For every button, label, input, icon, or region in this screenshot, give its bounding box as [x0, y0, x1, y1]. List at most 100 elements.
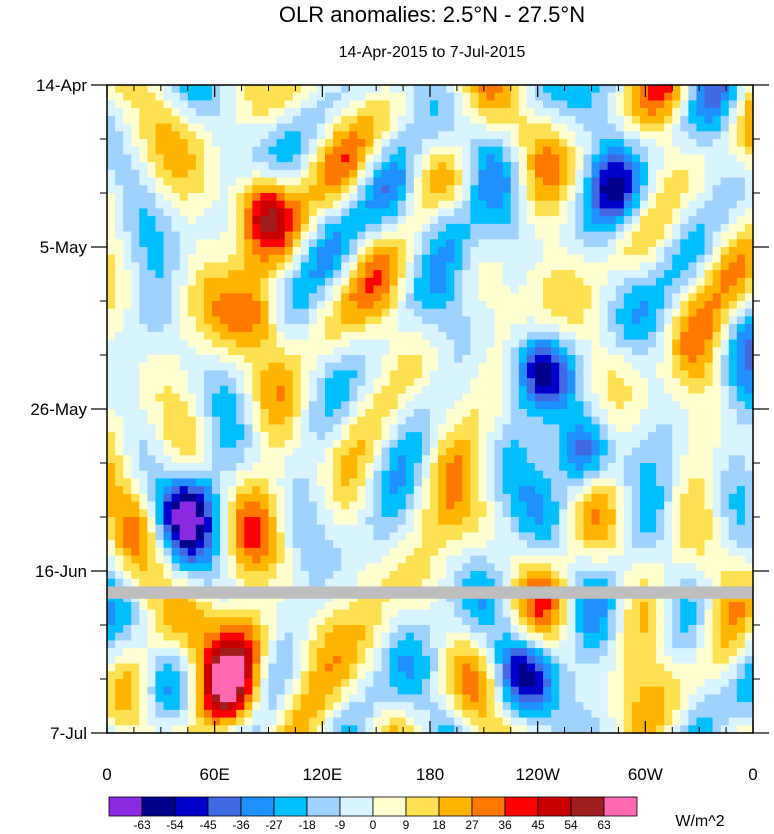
field-cell: [526, 123, 536, 132]
field-cell: [664, 432, 673, 441]
field-cell: [203, 270, 213, 279]
field-cell: [308, 509, 318, 518]
field-cell: [543, 324, 552, 333]
field-cell: [357, 247, 366, 256]
field-cell: [357, 293, 366, 302]
field-cell: [688, 478, 698, 487]
field-cell: [413, 216, 423, 225]
field-cell: [381, 185, 391, 194]
field-cell: [567, 324, 576, 333]
field-cell: [333, 139, 342, 148]
field-cell: [179, 123, 189, 132]
field-cell: [123, 239, 132, 248]
field-cell: [357, 239, 366, 248]
field-cell: [187, 339, 197, 348]
field-cell: [405, 254, 415, 264]
field-cell: [316, 370, 326, 379]
field-cell: [252, 362, 262, 372]
field-cell: [720, 146, 730, 156]
field-cell: [680, 85, 689, 94]
field-cell: [672, 470, 681, 480]
field-cell: [139, 324, 148, 333]
field-cell: [526, 401, 536, 410]
field-cell: [171, 154, 181, 163]
field-cell: [607, 324, 617, 333]
field-cell: [300, 316, 310, 325]
field-cell: [575, 208, 585, 217]
field-cell: [567, 517, 576, 526]
field-cell: [260, 432, 270, 441]
field-cell: [195, 285, 205, 294]
field-cell: [478, 547, 488, 557]
field-cell: [115, 239, 124, 248]
field-cell: [696, 393, 706, 402]
field-cell: [195, 162, 205, 171]
field-cell: [179, 339, 189, 348]
field-cell: [615, 85, 625, 94]
field-cell: [413, 239, 423, 248]
field-cell: [551, 139, 560, 148]
field-cell: [438, 447, 447, 456]
field-cell: [357, 301, 366, 310]
field-cell: [236, 493, 245, 503]
field-cell: [583, 200, 593, 210]
field-cell: [518, 115, 528, 125]
field-cell: [365, 216, 375, 225]
field-cell: [260, 347, 270, 356]
field-cell: [421, 92, 431, 102]
field-cell: [720, 139, 730, 148]
field-cell: [454, 493, 463, 503]
field-cell: [494, 231, 504, 240]
field-cell: [187, 555, 197, 564]
field-cell: [139, 131, 148, 140]
field-cell: [381, 370, 391, 379]
field-cell: [510, 455, 520, 464]
field-cell: [397, 185, 407, 194]
field-cell: [744, 85, 754, 94]
field-cell: [502, 455, 512, 464]
field-cell: [389, 470, 399, 480]
field-cell: [155, 185, 165, 194]
field-cell: [115, 463, 124, 472]
field-cell: [308, 493, 318, 503]
field-cell: [300, 231, 310, 240]
field-cell: [292, 108, 302, 117]
field-cell: [680, 208, 689, 217]
field-cell: [712, 355, 722, 364]
field-cell: [131, 540, 140, 549]
field-cell: [462, 193, 471, 202]
field-cell: [688, 139, 698, 148]
field-cell: [163, 247, 173, 256]
field-cell: [252, 563, 262, 572]
field-cell: [107, 162, 116, 171]
field-cell: [228, 200, 237, 210]
field-cell: [486, 339, 496, 348]
field-cell: [211, 169, 221, 179]
field-cell: [187, 331, 197, 341]
field-cell: [696, 409, 706, 418]
field-cell: [575, 532, 585, 541]
field-cell: [656, 463, 665, 472]
field-cell: [446, 416, 455, 426]
field-cell: [607, 493, 617, 503]
field-cell: [736, 331, 746, 341]
field-cell: [421, 239, 431, 248]
field-cell: [276, 424, 286, 433]
field-cell: [333, 285, 342, 294]
field-cell: [575, 262, 585, 271]
field-cell: [316, 524, 326, 534]
field-cell: [567, 200, 576, 210]
field-cell: [543, 385, 552, 395]
field-cell: [357, 331, 366, 341]
field-cell: [688, 463, 698, 472]
field-cell: [454, 254, 463, 264]
field-cell: [696, 131, 706, 140]
field-cell: [639, 409, 649, 418]
field-cell: [308, 247, 318, 256]
field-cell: [704, 262, 714, 271]
field-cell: [543, 524, 552, 534]
field-cell: [155, 493, 165, 503]
field-cell: [123, 270, 132, 279]
field-cell: [486, 254, 496, 264]
field-cell: [292, 200, 302, 210]
